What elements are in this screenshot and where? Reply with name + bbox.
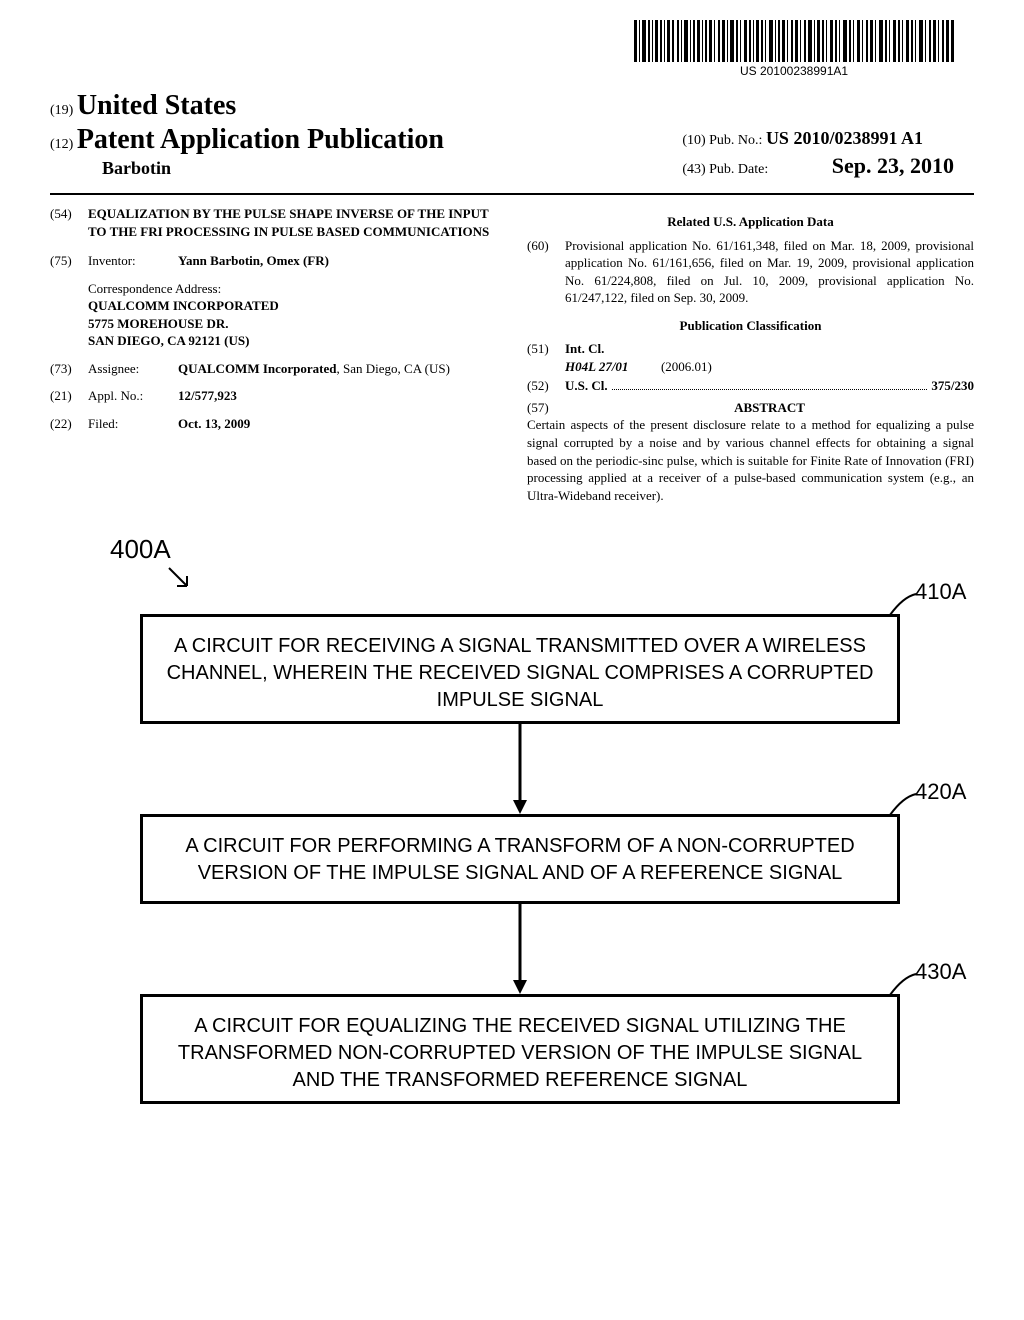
related-head: Related U.S. Application Data	[527, 213, 974, 231]
inid-51: (51)	[527, 340, 565, 375]
filed-value: Oct. 13, 2009	[178, 416, 250, 431]
uscl-label: U.S. Cl.	[565, 378, 608, 393]
barcode: US 20100238991A1	[634, 20, 954, 78]
box2-text: A CIRCUIT FOR PERFORMING A TRANSFORM OF …	[185, 835, 854, 884]
applno-label: Appl. No.:	[88, 387, 178, 405]
lead-arrow-icon	[165, 564, 195, 594]
assignee-label: Assignee:	[88, 360, 178, 378]
figure-label-400a: 400A	[110, 534, 171, 565]
pubclass-head: Publication Classification	[527, 317, 974, 335]
doc-kind: Patent Application Publication	[77, 124, 444, 155]
figure-400a: 400A 410A A CIRCUIT FOR RECEIVING A SIGN…	[50, 534, 974, 1154]
inid-22: (22)	[50, 415, 88, 433]
biblio: (54) EQUALIZATION BY THE PULSE SHAPE INV…	[50, 205, 974, 504]
corr-line-3: SAN DIEGO, CA 92121 (US)	[88, 333, 249, 348]
corr-label: Correspondence Address:	[88, 280, 497, 298]
assignee-value: QUALCOMM Incorporated, San Diego, CA (US…	[178, 361, 450, 376]
pubno-label: Pub. No.:	[709, 133, 762, 148]
barcode-number: US 20100238991A1	[634, 64, 954, 78]
pubdate-value: Sep. 23, 2010	[832, 153, 954, 178]
inventor-name: Yann Barbotin, Omex (FR)	[178, 253, 329, 268]
corr-line-1: QUALCOMM INCORPORATED	[88, 298, 279, 313]
arrow-down-icon	[510, 724, 530, 814]
inid-21: (21)	[50, 387, 88, 405]
flowchart-box-3: A CIRCUIT FOR EQUALIZING THE RECEIVED SI…	[140, 994, 900, 1104]
country: United States	[77, 90, 236, 121]
barcode-area: US 20100238991A1	[50, 20, 954, 80]
flowchart-box-1: A CIRCUIT FOR RECEIVING A SIGNAL TRANSMI…	[140, 614, 900, 724]
inid-52: (52)	[527, 377, 565, 395]
ref-420a: 420A	[915, 779, 966, 805]
invention-title: EQUALIZATION BY THE PULSE SHAPE INVERSE …	[88, 205, 497, 240]
inid-12: (12)	[50, 137, 73, 152]
arrow-down-icon	[510, 904, 530, 994]
right-column: Related U.S. Application Data (60) Provi…	[527, 205, 974, 504]
inid-19: (19)	[50, 103, 73, 118]
intcl-label: Int. Cl.	[565, 341, 604, 356]
pub-info: (10) Pub. No.: US 2010/0238991 A1 (43) P…	[682, 128, 954, 179]
pubdate-label: Pub. Date:	[709, 162, 768, 177]
inid-60: (60)	[527, 237, 565, 307]
intcl-code: H04L 27/01	[565, 359, 628, 374]
abstract-text: Certain aspects of the present disclosur…	[527, 416, 974, 504]
intcl-date: (2006.01)	[661, 359, 712, 374]
inid-75: (75)	[50, 252, 88, 270]
correspondence-address: Correspondence Address: QUALCOMM INCORPO…	[88, 280, 497, 350]
inid-54: (54)	[50, 205, 88, 240]
flowchart-box-2: A CIRCUIT FOR PERFORMING A TRANSFORM OF …	[140, 814, 900, 904]
left-column: (54) EQUALIZATION BY THE PULSE SHAPE INV…	[50, 205, 497, 504]
applno-value: 12/577,923	[178, 388, 237, 403]
box1-text: A CIRCUIT FOR RECEIVING A SIGNAL TRANSMI…	[167, 635, 874, 711]
abstract-head: ABSTRACT	[565, 399, 974, 417]
header-rule	[50, 193, 974, 195]
inid-43: (43)	[682, 162, 705, 177]
uscl-value: 375/230	[931, 377, 974, 395]
filed-label: Filed:	[88, 415, 178, 433]
inventor-label: Inventor:	[88, 252, 178, 270]
inid-10: (10)	[682, 133, 705, 148]
box3-text: A CIRCUIT FOR EQUALIZING THE RECEIVED SI…	[178, 1015, 862, 1091]
related-text: Provisional application No. 61/161,348, …	[565, 237, 974, 307]
ref-410a: 410A	[915, 579, 966, 605]
inid-57: (57)	[527, 399, 565, 417]
corr-line-2: 5775 MOREHOUSE DR.	[88, 316, 228, 331]
pubno-value: US 2010/0238991 A1	[766, 128, 923, 148]
inid-73: (73)	[50, 360, 88, 378]
ref-430a: 430A	[915, 959, 966, 985]
